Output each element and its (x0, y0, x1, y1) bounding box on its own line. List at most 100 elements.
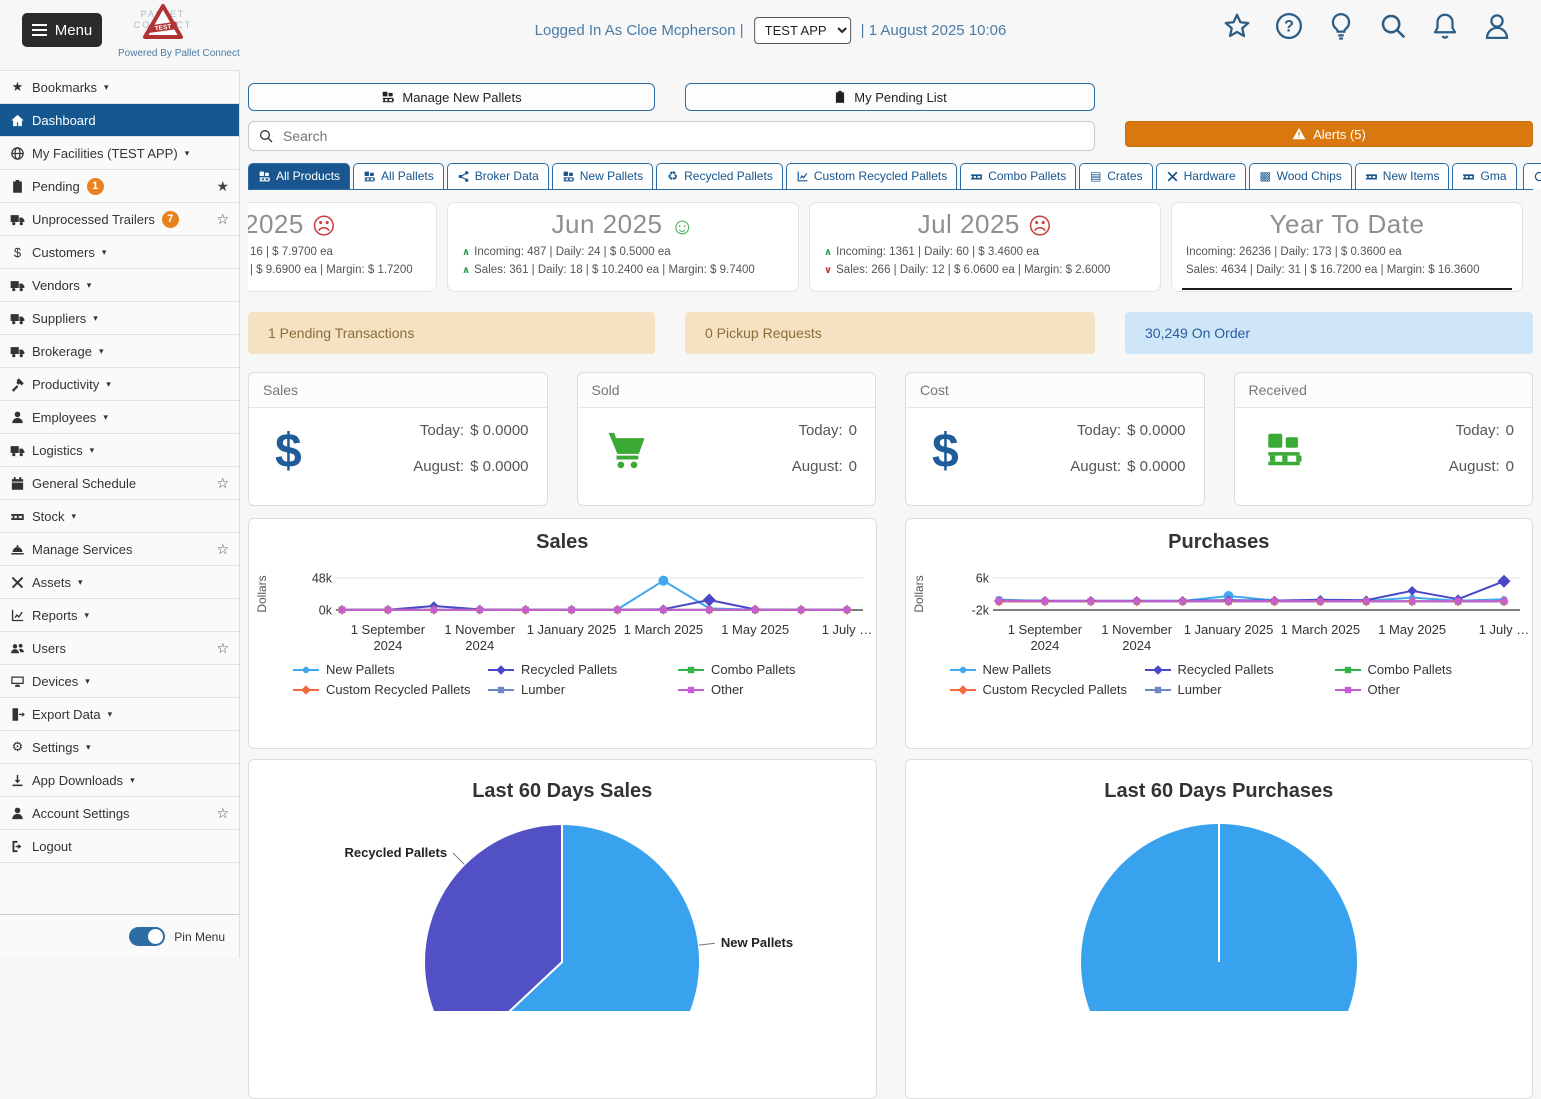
app-header: Menu PALLETCONNECT TEST Powered By Palle… (0, 0, 1541, 70)
tab-hardware[interactable]: Hardware (1156, 163, 1246, 189)
sidebar-item-settings[interactable]: ⚙Settings▾ (0, 731, 239, 764)
legend-item-lumber[interactable]: Lumber (488, 682, 678, 697)
legend-item-new-pallets[interactable]: New Pallets (950, 662, 1145, 677)
sidebar-item-reports[interactable]: Reports▾ (0, 599, 239, 632)
manage-new-pallets-button[interactable]: Manage New Pallets (248, 83, 655, 111)
legend-item-custom-recycled-pallets[interactable]: Custom Recycled Pallets (950, 682, 1145, 697)
sidebar-item-label: Assets (32, 575, 71, 590)
sidebar-item-devices[interactable]: Devices▾ (0, 665, 239, 698)
status-bar-1-pending-transactions[interactable]: 1 Pending Transactions (248, 312, 655, 354)
sidebar-item-vendors[interactable]: Vendors▾ (0, 269, 239, 302)
sidebar-item-my-facilities-test-app[interactable]: My Facilities (TEST APP)▾ (0, 137, 239, 170)
logo-subtitle: Powered By Pallet Connect (118, 48, 208, 59)
legend-item-new-pallets[interactable]: New Pallets (293, 662, 488, 677)
favorite-star-icon[interactable]: ☆ (216, 211, 229, 228)
tab-all-pallets[interactable]: All Pallets (353, 163, 444, 189)
tab-label: All Pallets (381, 169, 434, 183)
sidebar-item-export-data[interactable]: Export Data▾ (0, 698, 239, 731)
favorite-star-icon[interactable]: ★ (216, 178, 229, 195)
legend-item-combo-pallets[interactable]: Combo Pallets (678, 662, 876, 677)
search-button[interactable] (1377, 11, 1409, 43)
tab-all-products[interactable]: All Products (248, 163, 350, 189)
favorite-star-icon[interactable]: ☆ (216, 475, 229, 492)
sidebar-item-label: Reports (32, 608, 78, 623)
legend-marker-icon (1145, 684, 1171, 696)
sidebar-item-general-schedule[interactable]: General Schedule☆ (0, 467, 239, 500)
svg-text:48k: 48k (312, 572, 333, 586)
logout-icon (10, 839, 25, 854)
sidebar-item-logistics[interactable]: Logistics▾ (0, 434, 239, 467)
profile-button[interactable] (1481, 11, 1513, 43)
sidebar-item-label: Vendors (32, 278, 80, 293)
tab-label: New Pallets (580, 169, 643, 183)
tab-recycled-pallets[interactable]: ♻Recycled Pallets (656, 163, 783, 189)
help-button[interactable] (1273, 11, 1305, 43)
tab-new-items[interactable]: New Items (1355, 163, 1450, 189)
recycle-icon: ♻ (666, 169, 679, 183)
tab-combo-pallets[interactable]: Combo Pallets (960, 163, 1076, 189)
sidebar-item-employees[interactable]: Employees▾ (0, 401, 239, 434)
tab-custom-recycled-pallets[interactable]: Custom Recycled Pallets (786, 163, 957, 189)
tab-refresh-data[interactable]: Refresh Data (1523, 163, 1541, 189)
tab-wood-chips[interactable]: ▩Wood Chips (1249, 163, 1352, 189)
ideas-button[interactable] (1325, 11, 1357, 43)
sidebar-item-productivity[interactable]: Productivity▾ (0, 368, 239, 401)
menu-button[interactable]: Menu (22, 13, 102, 47)
pallet-icon (381, 90, 395, 104)
sidebar-item-label: Productivity (32, 377, 99, 392)
month-card-title: Year To Date (1186, 209, 1508, 240)
sidebar-item-suppliers[interactable]: Suppliers▾ (0, 302, 239, 335)
legend-item-other[interactable]: Other (678, 682, 876, 697)
legend-marker-icon (488, 664, 514, 676)
sidebar-item-bookmarks[interactable]: ★Bookmarks▾ (0, 71, 239, 104)
favorite-star-icon[interactable]: ☆ (216, 541, 229, 558)
sidebar-item-logout[interactable]: Logout (0, 830, 239, 863)
svg-text:1 January 2025: 1 January 2025 (527, 622, 617, 637)
status-bar-30-249-on-order[interactable]: 30,249 On Order (1125, 312, 1533, 354)
legend-item-recycled-pallets[interactable]: Recycled Pallets (1145, 662, 1335, 677)
app-select[interactable]: TEST APP (754, 17, 851, 44)
sidebar-item-account-settings[interactable]: Account Settings☆ (0, 797, 239, 830)
search-input[interactable] (248, 121, 1095, 151)
calendar-icon (10, 476, 25, 491)
tab-new-pallets[interactable]: New Pallets (552, 163, 653, 189)
legend-item-lumber[interactable]: Lumber (1145, 682, 1335, 697)
help-icon (1274, 11, 1304, 41)
tab-broker-data[interactable]: Broker Data (447, 163, 549, 189)
sidebar-item-dashboard[interactable]: Dashboard (0, 104, 239, 137)
status-bar-0-pickup-requests[interactable]: 0 Pickup Requests (685, 312, 1095, 354)
sidebar-item-stock[interactable]: Stock▾ (0, 500, 239, 533)
legend-item-other[interactable]: Other (1335, 682, 1533, 697)
sidebar-item-assets[interactable]: Assets▾ (0, 566, 239, 599)
tools-icon (1166, 170, 1179, 183)
toggle-knob (148, 929, 163, 944)
my-pending-list-button[interactable]: My Pending List (685, 83, 1095, 111)
tab-gma[interactable]: Gma (1452, 163, 1516, 189)
favorite-star-icon[interactable]: ☆ (216, 640, 229, 657)
sidebar-item-customers[interactable]: $Customers▾ (0, 236, 239, 269)
legend-item-combo-pallets[interactable]: Combo Pallets (1335, 662, 1533, 677)
sidebar-item-manage-services[interactable]: Manage Services☆ (0, 533, 239, 566)
pin-menu-toggle[interactable] (129, 927, 165, 946)
favorite-star-icon[interactable]: ☆ (216, 805, 229, 822)
sidebar-item-label: Bookmarks (32, 80, 97, 95)
tab-crates[interactable]: ▤Crates (1079, 163, 1152, 189)
dollar-icon: $ (275, 425, 302, 478)
alerts-button[interactable]: Alerts (5) (1125, 121, 1533, 147)
svg-text:-2k: -2k (971, 604, 989, 618)
legend-item-recycled-pallets[interactable]: Recycled Pallets (488, 662, 678, 677)
notifications-button[interactable] (1429, 11, 1461, 43)
sidebar-item-app-downloads[interactable]: App Downloads▾ (0, 764, 239, 797)
svg-text:1 March 2025: 1 March 2025 (624, 622, 704, 637)
sidebar-item-users[interactable]: Users☆ (0, 632, 239, 665)
legend-item-custom-recycled-pallets[interactable]: Custom Recycled Pallets (293, 682, 488, 697)
favorites-star-button[interactable] (1221, 11, 1253, 43)
svg-text:2024: 2024 (1122, 638, 1151, 653)
sidebar-item-brokerage[interactable]: Brokerage▾ (0, 335, 239, 368)
